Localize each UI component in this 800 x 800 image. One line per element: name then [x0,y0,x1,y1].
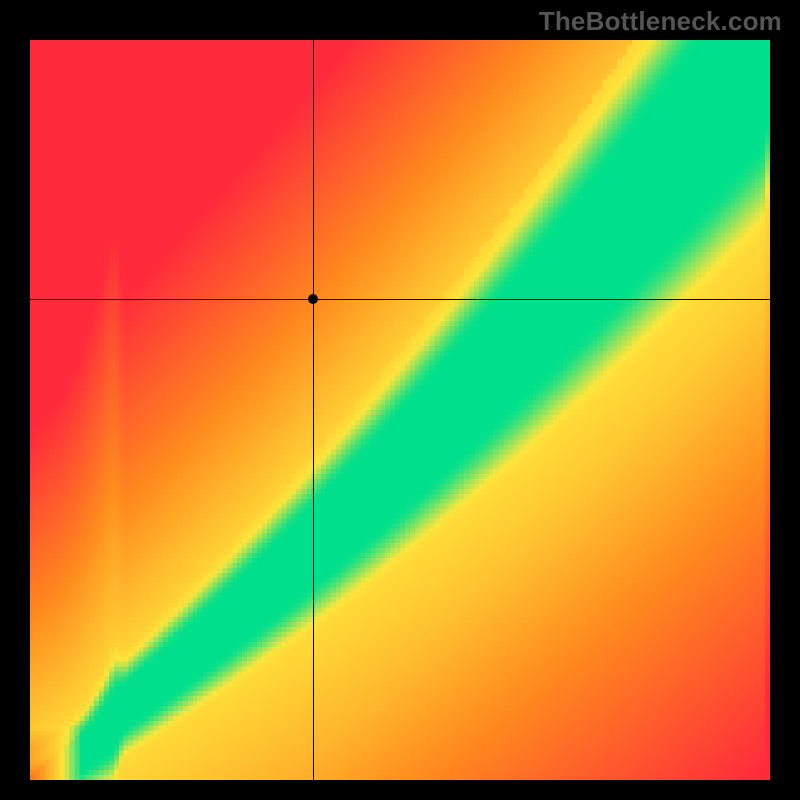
bottleneck-heatmap [30,40,770,780]
crosshair-horizontal [30,299,770,300]
crosshair-vertical [313,40,314,780]
plot-area [30,40,770,780]
watermark-text: TheBottleneck.com [539,6,782,37]
crosshair-marker [308,294,318,304]
outer-frame: TheBottleneck.com [0,0,800,800]
